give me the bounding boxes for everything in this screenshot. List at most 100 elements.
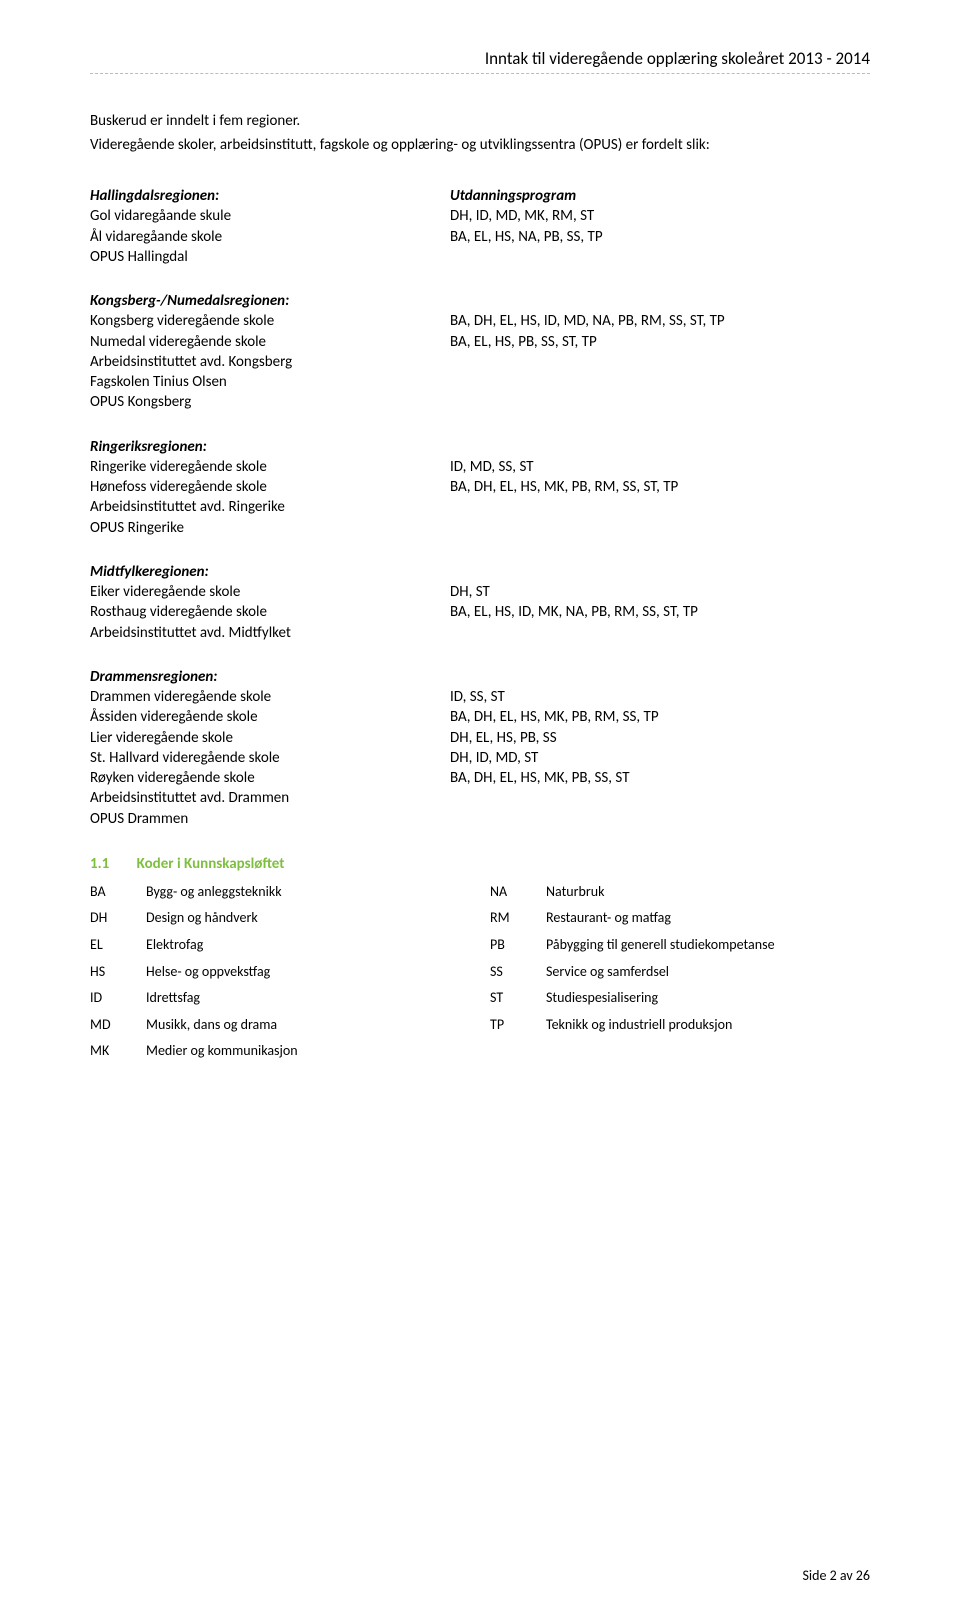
code-text: Elektrofag [146,932,490,959]
code-abbr: EL [90,932,146,959]
page-header: Inntak til videregående opplæring skoleå… [90,48,870,69]
school-row: St. Hallvard videregående skoleDH, ID, M… [90,748,870,768]
school-name: Ringerike videregående skole [90,457,450,477]
codes-row: DHDesign og håndverkRMRestaurant- og mat… [90,905,870,932]
code-right-cell: TPTeknikk og industriell produksjon [490,1012,870,1039]
code-abbr: MK [90,1038,146,1065]
codes-row: BABygg- og anleggsteknikkNANaturbruk [90,879,870,906]
code-text: Teknikk og industriell produksjon [546,1012,870,1039]
school-row: Røyken videregående skoleBA, DH, EL, HS,… [90,768,870,788]
school-name: Rosthaug videregående skole [90,602,450,622]
region-heading-row: Kongsberg-/Numedalsregionen: [90,291,870,311]
code-text: Musikk, dans og drama [146,1012,490,1039]
region-heading-row: Drammensregionen: [90,667,870,687]
school-codes: BA, EL, HS, ID, MK, NA, PB, RM, SS, ST, … [450,602,870,622]
region-block: Drammensregionen:Drammen videregående sk… [90,667,870,829]
code-text: Påbygging til generell studiekompetanse [546,932,870,959]
school-row: Numedal videregående skoleBA, EL, HS, PB… [90,332,870,352]
school-codes: ID, MD, SS, ST [450,457,870,477]
school-row: OPUS Kongsberg [90,392,870,412]
school-row: Rosthaug videregående skoleBA, EL, HS, I… [90,602,870,622]
code-text: Design og håndverk [146,905,490,932]
code-abbr: BA [90,879,146,906]
region-block: Midtfylkeregionen:Eiker videregående sko… [90,562,870,643]
code-left-cell: IDIdrettsfag [90,985,490,1012]
school-name: Ål vidaregåande skole [90,227,450,247]
region-block: Hallingdalsregionen:UtdanningsprogramGol… [90,186,870,267]
region-heading-row: Hallingdalsregionen:Utdanningsprogram [90,186,870,206]
code-right-cell: STStudiespesialisering [490,985,870,1012]
page: Inntak til videregående opplæring skoleå… [0,0,960,1612]
codes-row: HSHelse- og oppvekstfagSSService og samf… [90,959,870,986]
region-name: Kongsberg-/Numedalsregionen: [90,291,450,311]
region-name: Ringeriksregionen: [90,437,450,457]
code-abbr: TP [490,1012,546,1039]
codes-row: MKMedier og kommunikasjon [90,1038,870,1065]
school-codes [450,623,870,643]
school-row: OPUS Drammen [90,809,870,829]
code-left-cell: MKMedier og kommunikasjon [90,1038,490,1065]
region-block: Kongsberg-/Numedalsregionen:Kongsberg vi… [90,291,870,413]
code-abbr: PB [490,932,546,959]
code-right-cell: RMRestaurant- og matfag [490,905,870,932]
school-row: Arbeidsinstituttet avd. Midtfylket [90,623,870,643]
school-name: OPUS Drammen [90,809,450,829]
intro-line-2: Videregående skoler, arbeidsinstitutt, f… [90,136,870,154]
code-abbr: ID [90,985,146,1012]
code-text: Helse- og oppvekstfag [146,959,490,986]
code-left-cell: HSHelse- og oppvekstfag [90,959,490,986]
intro-line-1: Buskerud er inndelt i fem regioner. [90,112,870,130]
code-text: Studiespesialisering [546,985,870,1012]
school-row: Arbeidsinstituttet avd. Kongsberg [90,352,870,372]
header-divider [90,73,870,74]
codes-row: MDMusikk, dans og dramaTPTeknikk og indu… [90,1012,870,1039]
codes-section: 1.1 Koder i Kunnskapsløftet BABygg- og a… [90,855,870,1065]
school-codes: ID, SS, ST [450,687,870,707]
school-row: Hønefoss videregående skoleBA, DH, EL, H… [90,477,870,497]
region-block: Ringeriksregionen:Ringerike videregående… [90,437,870,538]
code-left-cell: DHDesign og håndverk [90,905,490,932]
school-codes [450,788,870,808]
region-name: Drammensregionen: [90,667,450,687]
school-row: Fagskolen Tinius Olsen [90,372,870,392]
school-row: Arbeidsinstituttet avd. Ringerike [90,497,870,517]
school-name: Arbeidsinstituttet avd. Drammen [90,788,450,808]
school-codes: DH, ID, MD, ST [450,748,870,768]
school-codes [450,247,870,267]
code-left-cell: MDMusikk, dans og drama [90,1012,490,1039]
school-row: Åssiden videregående skoleBA, DH, EL, HS… [90,707,870,727]
code-abbr: MD [90,1012,146,1039]
code-left-cell: BABygg- og anleggsteknikk [90,879,490,906]
codes-rows: BABygg- og anleggsteknikkNANaturbrukDHDe… [90,879,870,1065]
school-name: OPUS Ringerike [90,518,450,538]
region-heading-row: Ringeriksregionen: [90,437,870,457]
school-codes: BA, DH, EL, HS, MK, PB, RM, SS, TP [450,707,870,727]
code-abbr: ST [490,985,546,1012]
school-row: Ål vidaregåande skoleBA, EL, HS, NA, PB,… [90,227,870,247]
school-name: OPUS Kongsberg [90,392,450,412]
codes-heading: 1.1 Koder i Kunnskapsløftet [90,855,870,873]
school-name: Gol vidaregåande skule [90,206,450,226]
school-row: Eiker videregående skoleDH, ST [90,582,870,602]
school-name: Kongsberg videregående skole [90,311,450,331]
regions-container: Hallingdalsregionen:UtdanningsprogramGol… [90,186,870,829]
code-right-cell: PBPåbygging til generell studiekompetans… [490,932,870,959]
school-codes [450,809,870,829]
school-name: Røyken videregående skole [90,768,450,788]
school-codes: BA, EL, HS, PB, SS, ST, TP [450,332,870,352]
code-text: Service og samferdsel [546,959,870,986]
school-row: Kongsberg videregående skoleBA, DH, EL, … [90,311,870,331]
school-name: Åssiden videregående skole [90,707,450,727]
school-name: Arbeidsinstituttet avd. Kongsberg [90,352,450,372]
school-row: OPUS Ringerike [90,518,870,538]
code-text: Naturbruk [546,879,870,906]
region-name: Hallingdalsregionen: [90,186,450,206]
code-abbr: HS [90,959,146,986]
school-codes: BA, DH, EL, HS, MK, PB, SS, ST [450,768,870,788]
school-row: Gol vidaregåande skuleDH, ID, MD, MK, RM… [90,206,870,226]
code-abbr: DH [90,905,146,932]
code-abbr: SS [490,959,546,986]
school-row: Ringerike videregående skoleID, MD, SS, … [90,457,870,477]
code-text: Restaurant- og matfag [546,905,870,932]
code-abbr: RM [490,905,546,932]
